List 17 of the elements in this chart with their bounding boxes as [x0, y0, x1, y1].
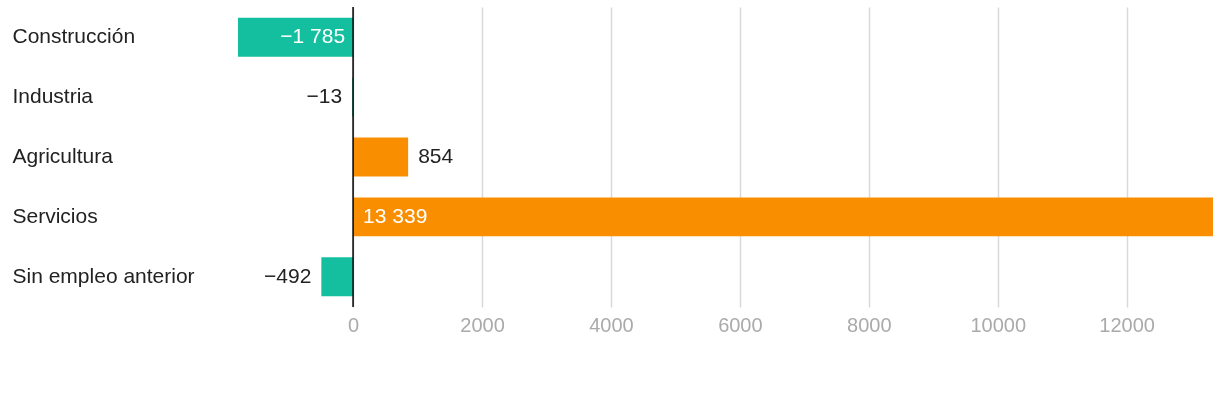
- data-label: −13: [306, 84, 343, 108]
- y-tick-label: Industria: [12, 84, 94, 108]
- x-tick-label: 8000: [847, 313, 892, 336]
- y-tick-label: Construcción: [12, 24, 136, 48]
- x-tick-label: 12000: [1099, 313, 1155, 336]
- data-label: −1 785: [280, 24, 346, 48]
- y-tick-label: Servicios: [12, 203, 98, 227]
- y-tick-label: Agricultura: [12, 144, 114, 167]
- data-label: 13 339: [363, 203, 428, 227]
- x-tick-label: 6000: [718, 313, 763, 336]
- x-tick-label: 2000: [460, 313, 505, 336]
- x-tick-label: 4000: [589, 313, 634, 336]
- y-tick-label: Sin empleo anterior: [12, 263, 195, 287]
- x-tick-label: 10000: [970, 313, 1027, 336]
- data-label: 854: [418, 144, 454, 167]
- x-tick-label: 0: [348, 313, 360, 336]
- data-label: −492: [264, 263, 312, 287]
